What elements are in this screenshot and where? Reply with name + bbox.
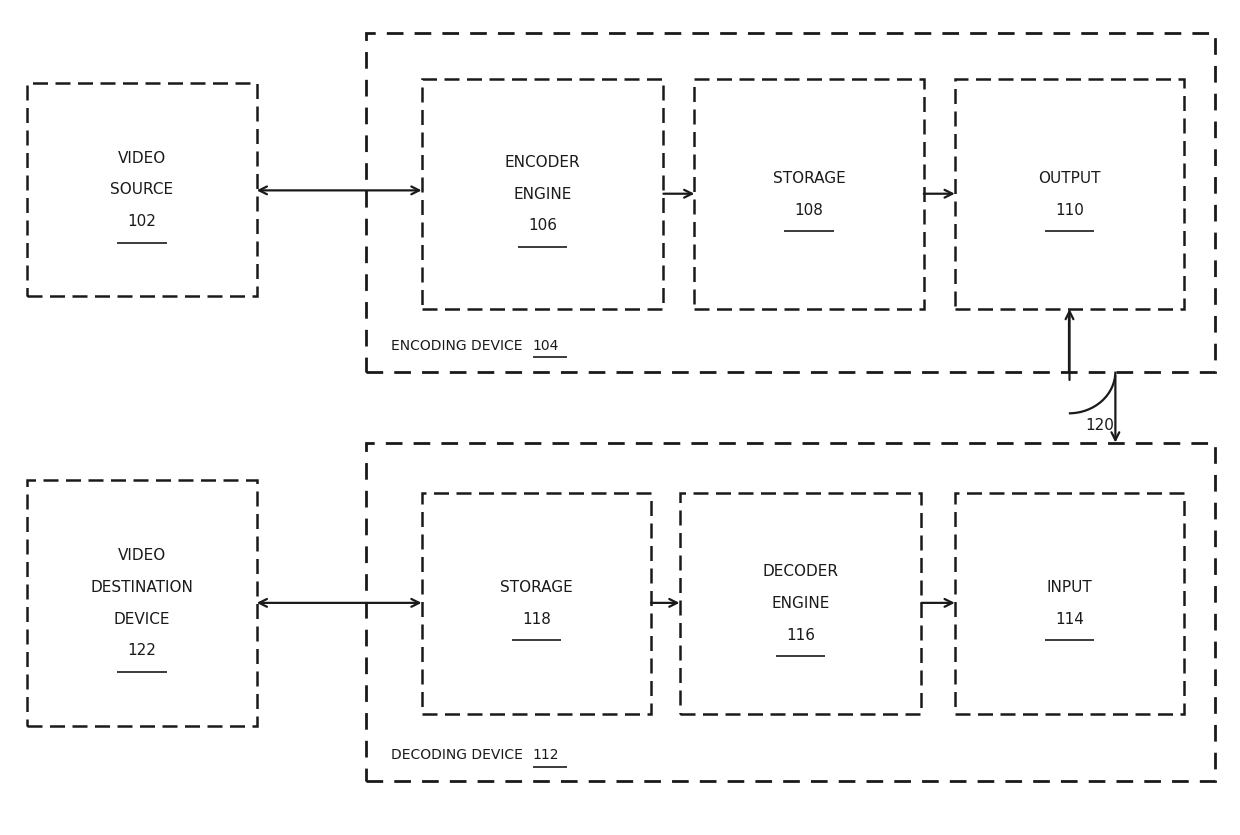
Text: STORAGE: STORAGE <box>773 171 846 185</box>
Text: 114: 114 <box>1055 612 1084 626</box>
Text: STORAGE: STORAGE <box>500 580 573 595</box>
Text: DECODING DEVICE: DECODING DEVICE <box>391 748 527 762</box>
Bar <box>680 493 921 714</box>
Text: SOURCE: SOURCE <box>110 183 174 197</box>
Bar <box>366 33 1215 372</box>
Text: DECODER: DECODER <box>763 564 838 579</box>
Bar <box>366 443 1215 781</box>
Text: OUTPUT: OUTPUT <box>1038 171 1101 185</box>
Text: DEVICE: DEVICE <box>114 612 170 626</box>
Bar <box>27 480 257 726</box>
Bar <box>422 79 663 309</box>
Text: 106: 106 <box>528 219 557 233</box>
Text: 120: 120 <box>1085 418 1114 433</box>
Text: ENGINE: ENGINE <box>513 187 572 201</box>
Text: INPUT: INPUT <box>1047 580 1092 595</box>
Text: DESTINATION: DESTINATION <box>91 580 193 595</box>
Bar <box>694 79 924 309</box>
Text: VIDEO: VIDEO <box>118 549 166 563</box>
Text: 122: 122 <box>128 644 156 658</box>
Text: 102: 102 <box>128 215 156 229</box>
Bar <box>422 493 651 714</box>
Text: 110: 110 <box>1055 203 1084 217</box>
Text: ENCODING DEVICE: ENCODING DEVICE <box>391 339 527 353</box>
Text: 112: 112 <box>533 748 559 762</box>
Text: ENGINE: ENGINE <box>771 596 830 610</box>
Text: 116: 116 <box>786 628 815 642</box>
Text: 108: 108 <box>795 203 823 217</box>
Text: ENCODER: ENCODER <box>505 155 580 170</box>
Bar <box>955 493 1184 714</box>
Text: 118: 118 <box>522 612 551 626</box>
Text: 104: 104 <box>533 339 559 353</box>
Bar <box>27 84 257 296</box>
Text: VIDEO: VIDEO <box>118 151 166 165</box>
Bar <box>955 79 1184 309</box>
